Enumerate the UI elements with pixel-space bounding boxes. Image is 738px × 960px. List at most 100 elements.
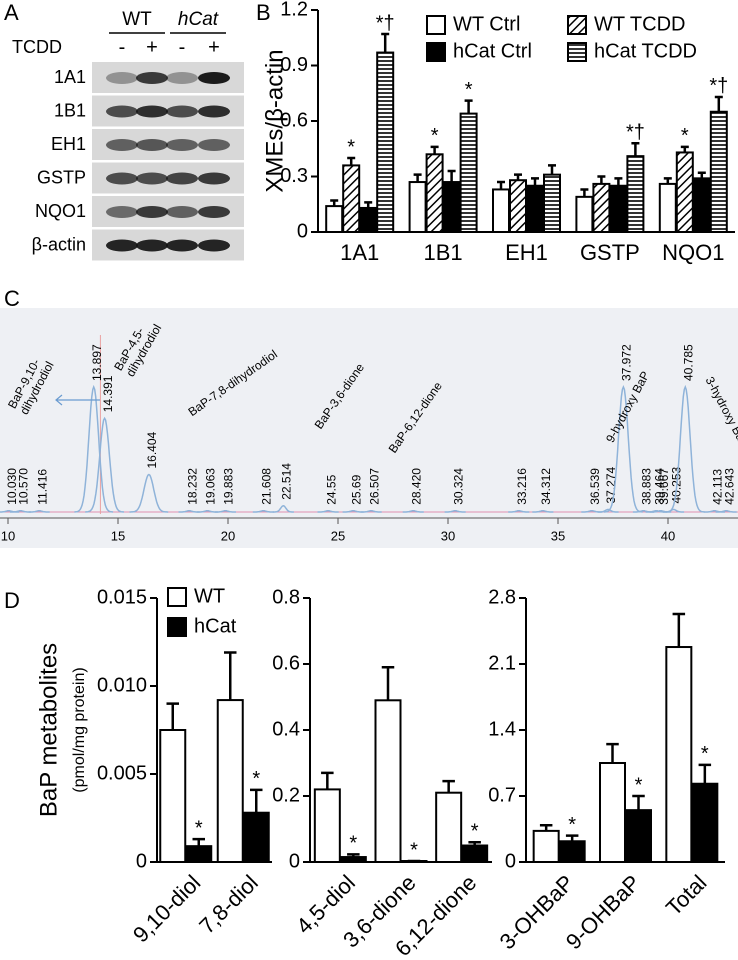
band (198, 239, 230, 252)
treatment-sign: - (179, 36, 186, 58)
x-tick-label: 40 (661, 528, 675, 543)
peak (28, 510, 50, 513)
treatment-sign: - (119, 36, 126, 58)
bar (658, 182, 677, 233)
bar (359, 206, 378, 233)
bar (408, 181, 427, 234)
y-tick-label: 1.4 (488, 718, 516, 740)
significance-mark: * (471, 820, 479, 842)
bar (374, 699, 402, 863)
bar (425, 153, 444, 233)
peak-label: 24.55 (324, 474, 338, 504)
bar (558, 840, 586, 863)
error-bar (321, 771, 334, 790)
bar (242, 811, 270, 863)
legend-label: hCat (194, 615, 237, 637)
error-bar (663, 177, 672, 184)
y-tick-label: 0.7 (488, 784, 516, 806)
error-bar (330, 199, 339, 207)
peak (10, 510, 32, 513)
x-tick-label: GSTP (580, 240, 640, 265)
y-tick-label: 0.2 (272, 784, 300, 806)
peak-label: 26.507 (367, 468, 381, 505)
x-tick-label: 1B1 (424, 240, 463, 265)
error-bar (347, 853, 360, 858)
peak-label: 33.216 (515, 468, 529, 505)
band (136, 172, 168, 185)
bar (526, 184, 544, 233)
x-tick-label: EH1 (505, 240, 548, 265)
band (106, 239, 138, 252)
treatment-sign: + (208, 36, 220, 58)
band (136, 105, 168, 118)
error-bar (497, 180, 505, 190)
band (198, 105, 230, 118)
band (166, 139, 198, 151)
peak-label: 14.391 (101, 375, 115, 412)
bar (313, 788, 341, 864)
peak (402, 510, 424, 513)
y-tick-label: 0.015 (97, 586, 147, 608)
bar (492, 188, 510, 233)
band (198, 139, 230, 151)
band (198, 172, 230, 185)
error-bar (580, 188, 589, 197)
significance-mark: *† (626, 121, 645, 143)
row-label: 1B1 (54, 100, 86, 120)
significance-mark: * (349, 833, 357, 855)
y-tick-label: 0 (289, 850, 300, 872)
bar (435, 791, 463, 864)
significance-mark: * (568, 814, 576, 836)
x-tick-label: 1A1 (340, 240, 379, 265)
significance-mark: * (195, 817, 203, 839)
band (166, 172, 198, 185)
legend-swatch (426, 42, 446, 62)
significance-mark: * (701, 743, 709, 765)
error-bar (464, 99, 473, 114)
error-bar (597, 175, 606, 184)
significance-mark: * (410, 839, 418, 861)
bar (376, 51, 395, 233)
peak-label: 10.030 (5, 468, 19, 505)
bar (461, 844, 489, 863)
x-tick-label: 20 (221, 528, 235, 543)
peak-label: 42.113 (711, 469, 725, 505)
error-bar (698, 763, 712, 784)
x-tick-label: Total (661, 870, 712, 921)
error-bar (531, 177, 539, 186)
peak (85, 416, 125, 513)
x-tick-label: 25 (331, 528, 345, 543)
y-tick-label: 0.010 (97, 674, 147, 696)
peak (444, 510, 466, 513)
peak (252, 510, 274, 513)
y-tick-label: 0.005 (97, 762, 147, 784)
peak (129, 473, 169, 513)
peak (74, 384, 114, 513)
band (136, 72, 168, 84)
peak-label: 18.232 (185, 468, 199, 505)
error-bar (381, 666, 395, 701)
x-tick-label: 15 (111, 528, 125, 543)
band (166, 105, 198, 118)
legend-label: WT Ctrl (453, 13, 520, 35)
bar (575, 195, 594, 234)
peak-label: 40.785 (681, 344, 695, 381)
treatment-label: TCDD (12, 37, 62, 57)
bar (599, 762, 626, 863)
legend-swatch (567, 15, 587, 35)
row-label: GSTP (37, 167, 86, 187)
peak (715, 510, 737, 513)
error-bar (430, 145, 439, 155)
bar (692, 177, 711, 234)
y-axis-sublabel: (pmol/mg protein) (71, 667, 88, 792)
error-bar (364, 201, 373, 208)
y-tick-label: 0 (505, 850, 516, 872)
row-label: 1A1 (54, 67, 86, 87)
x-tick-label: 30 (441, 528, 455, 543)
bar (665, 646, 693, 863)
peak-label: 13.897 (90, 344, 104, 381)
significance-mark: *† (376, 12, 395, 34)
row-label: EH1 (51, 134, 86, 154)
peak (532, 510, 554, 513)
y-tick-label: 0.4 (272, 718, 300, 740)
